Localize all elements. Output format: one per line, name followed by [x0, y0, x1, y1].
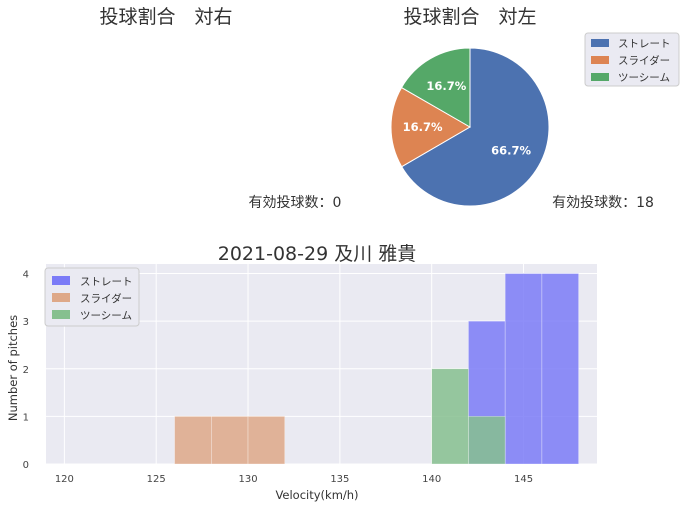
histogram-legend-swatch-slider [52, 293, 70, 302]
pie-left-title: 投球割合 対左 [403, 6, 536, 28]
histogram-legend-label-slider: スライダー [80, 292, 132, 305]
y-tick-1: 1 [23, 412, 29, 423]
y-tick-2: 2 [23, 365, 29, 376]
x-tick-140: 140 [422, 474, 441, 485]
histogram-legend-label-straight: ストレート [80, 276, 133, 288]
pie-slice-label-straight: 66.7% [491, 144, 531, 158]
bar-straight-144 [504, 273, 543, 465]
x-tick-120: 120 [55, 474, 74, 485]
histogram-bars [174, 273, 579, 465]
pie-right-count: 有効投球数：0 [249, 195, 342, 211]
pie-left-count: 有効投球数：18 [552, 195, 654, 211]
pie-slice-label-slider: 16.7% [403, 120, 443, 134]
x-tick-145: 145 [514, 474, 533, 485]
y-tick-0: 0 [23, 460, 29, 471]
pie-slice-twoseam [400, 47, 471, 128]
histogram-title: 2021-08-29 及川 雅貴 [218, 243, 417, 265]
pie-left-chart: 66.7% 16.7% 16.7% [390, 47, 550, 207]
pie-legend-label-twoseam: ツーシーム [618, 72, 670, 84]
y-tick-4: 4 [23, 270, 29, 281]
pie-legend-label-slider: スライダー [618, 54, 670, 67]
bar-twoseam-140 [431, 368, 469, 465]
bar-slider-128 [211, 416, 249, 465]
x-axis-label: Velocity(km/h) [275, 488, 358, 502]
pie-slice-slider [390, 86, 471, 168]
bar-slider-130 [247, 416, 286, 465]
y-axis-label: Number of pitches [6, 315, 20, 421]
pie-legend: ストレート スライダー ツーシーム [584, 32, 680, 87]
pie-legend-swatch-straight [591, 39, 609, 47]
y-tick-3: 3 [23, 317, 29, 328]
bar-slider-126 [174, 416, 212, 465]
histogram-legend-swatch-straight [52, 276, 70, 285]
pie-legend-swatch-slider [591, 56, 609, 64]
histogram-legend: ストレート スライダー ツーシーム [44, 267, 140, 327]
histogram-legend-swatch-twoseam [52, 310, 70, 319]
histogram-legend-label-twoseam: ツーシーム [80, 310, 132, 322]
pie-legend-label-straight: ストレート [618, 38, 671, 50]
x-tick-130: 130 [238, 474, 257, 485]
pie-slice-straight [400, 47, 550, 207]
pie-legend-swatch-twoseam [591, 73, 609, 81]
pie-right-title: 投球割合 対右 [99, 6, 232, 28]
pie-slice-label-twoseam: 16.7% [426, 79, 466, 93]
x-tick-135: 135 [330, 474, 349, 485]
bar-twoseam-142 [468, 416, 506, 465]
histogram-ticks: 120 125 130 135 140 145 0 1 2 3 4 [23, 270, 533, 485]
x-tick-125: 125 [147, 474, 166, 485]
bar-straight-146 [541, 273, 579, 465]
